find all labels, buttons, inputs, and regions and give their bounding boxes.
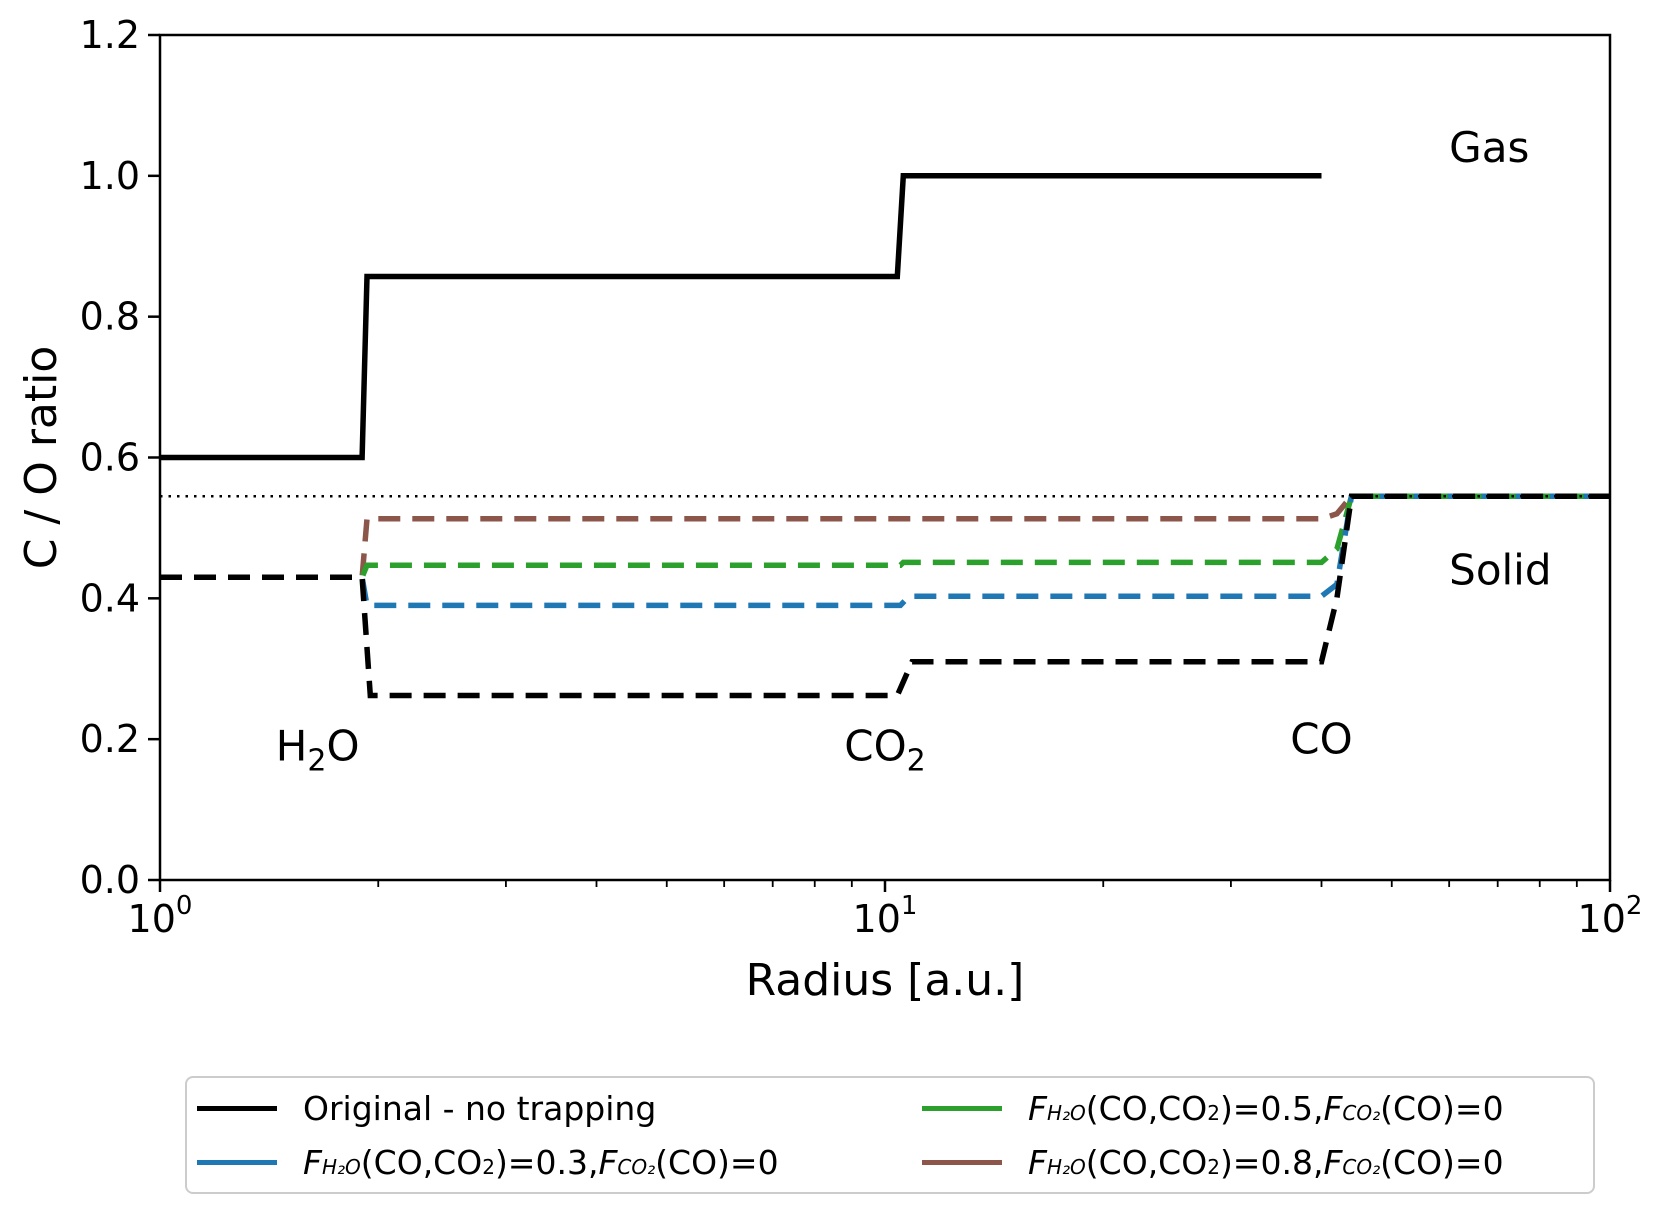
x-tick-label: 101 — [853, 891, 918, 941]
series-line-solid_blue — [160, 493, 1610, 609]
series-line-solid_green — [160, 493, 1610, 580]
y-tick-label: 1.2 — [80, 13, 140, 57]
legend-label: F H₂O (CO,CO 2)=0.5, F CO₂ (CO)=0 — [1028, 1088, 1504, 1128]
legend: Original - no trapping F H₂O (CO,CO 2)=0.3, … — [185, 1076, 1595, 1194]
x-axis-label: Radius [a.u.] — [746, 955, 1025, 1006]
legend-item-original: Original - no trapping — [197, 1082, 656, 1134]
tick-layer: 0.0 0.2 0.4 0.6 0.8 1.0 1.2 100 101 102 — [80, 13, 1643, 941]
series-line-gas_original — [160, 173, 1322, 461]
annotation-co2: CO2 — [844, 721, 925, 778]
legend-swatch — [197, 1105, 277, 1111]
annotation-layer: Gas Solid H2O CO2 CO — [276, 123, 1552, 779]
legend-label: F H₂O (CO,CO 2)=0.3, F CO₂ (CO)=0 — [303, 1142, 779, 1182]
chart-canvas: 0.0 0.2 0.4 0.6 0.8 1.0 1.2 100 101 102 Gas Solid H… — [16, 13, 1643, 1006]
y-axis-label: C / O ratio — [16, 346, 67, 570]
annotation-co: CO — [1290, 714, 1352, 763]
legend-item-f05: F H₂O (CO,CO 2)=0.5, F CO₂ (CO)=0 — [922, 1082, 1504, 1134]
series-line-solid_brown — [160, 493, 1610, 580]
y-tick-label: 0.2 — [80, 717, 140, 761]
legend-item-f08: F H₂O (CO,CO 2)=0.8, F CO₂ (CO)=0 — [922, 1136, 1504, 1188]
legend-swatch — [197, 1159, 277, 1165]
y-tick-label: 0.0 — [80, 858, 140, 902]
legend-swatch — [922, 1159, 1002, 1165]
legend-item-f03: F H₂O (CO,CO 2)=0.3, F CO₂ (CO)=0 — [197, 1136, 779, 1188]
y-tick-label: 0.8 — [80, 295, 140, 339]
y-tick-label: 1.0 — [80, 154, 140, 198]
y-tick-label: 0.4 — [80, 576, 140, 620]
annotation-gas: Gas — [1449, 123, 1529, 172]
y-tick-label: 0.6 — [80, 436, 140, 480]
x-tick-label: 100 — [128, 891, 193, 941]
annotation-solid: Solid — [1449, 545, 1551, 594]
x-tick-label: 102 — [1578, 891, 1643, 941]
legend-label: F H₂O (CO,CO 2)=0.8, F CO₂ (CO)=0 — [1028, 1142, 1504, 1182]
legend-label: Original - no trapping — [303, 1088, 657, 1128]
series-layer — [160, 173, 1610, 699]
legend-swatch — [922, 1105, 1002, 1111]
series-line-solid_original — [160, 493, 1610, 699]
annotation-h2o: H2O — [276, 721, 360, 778]
